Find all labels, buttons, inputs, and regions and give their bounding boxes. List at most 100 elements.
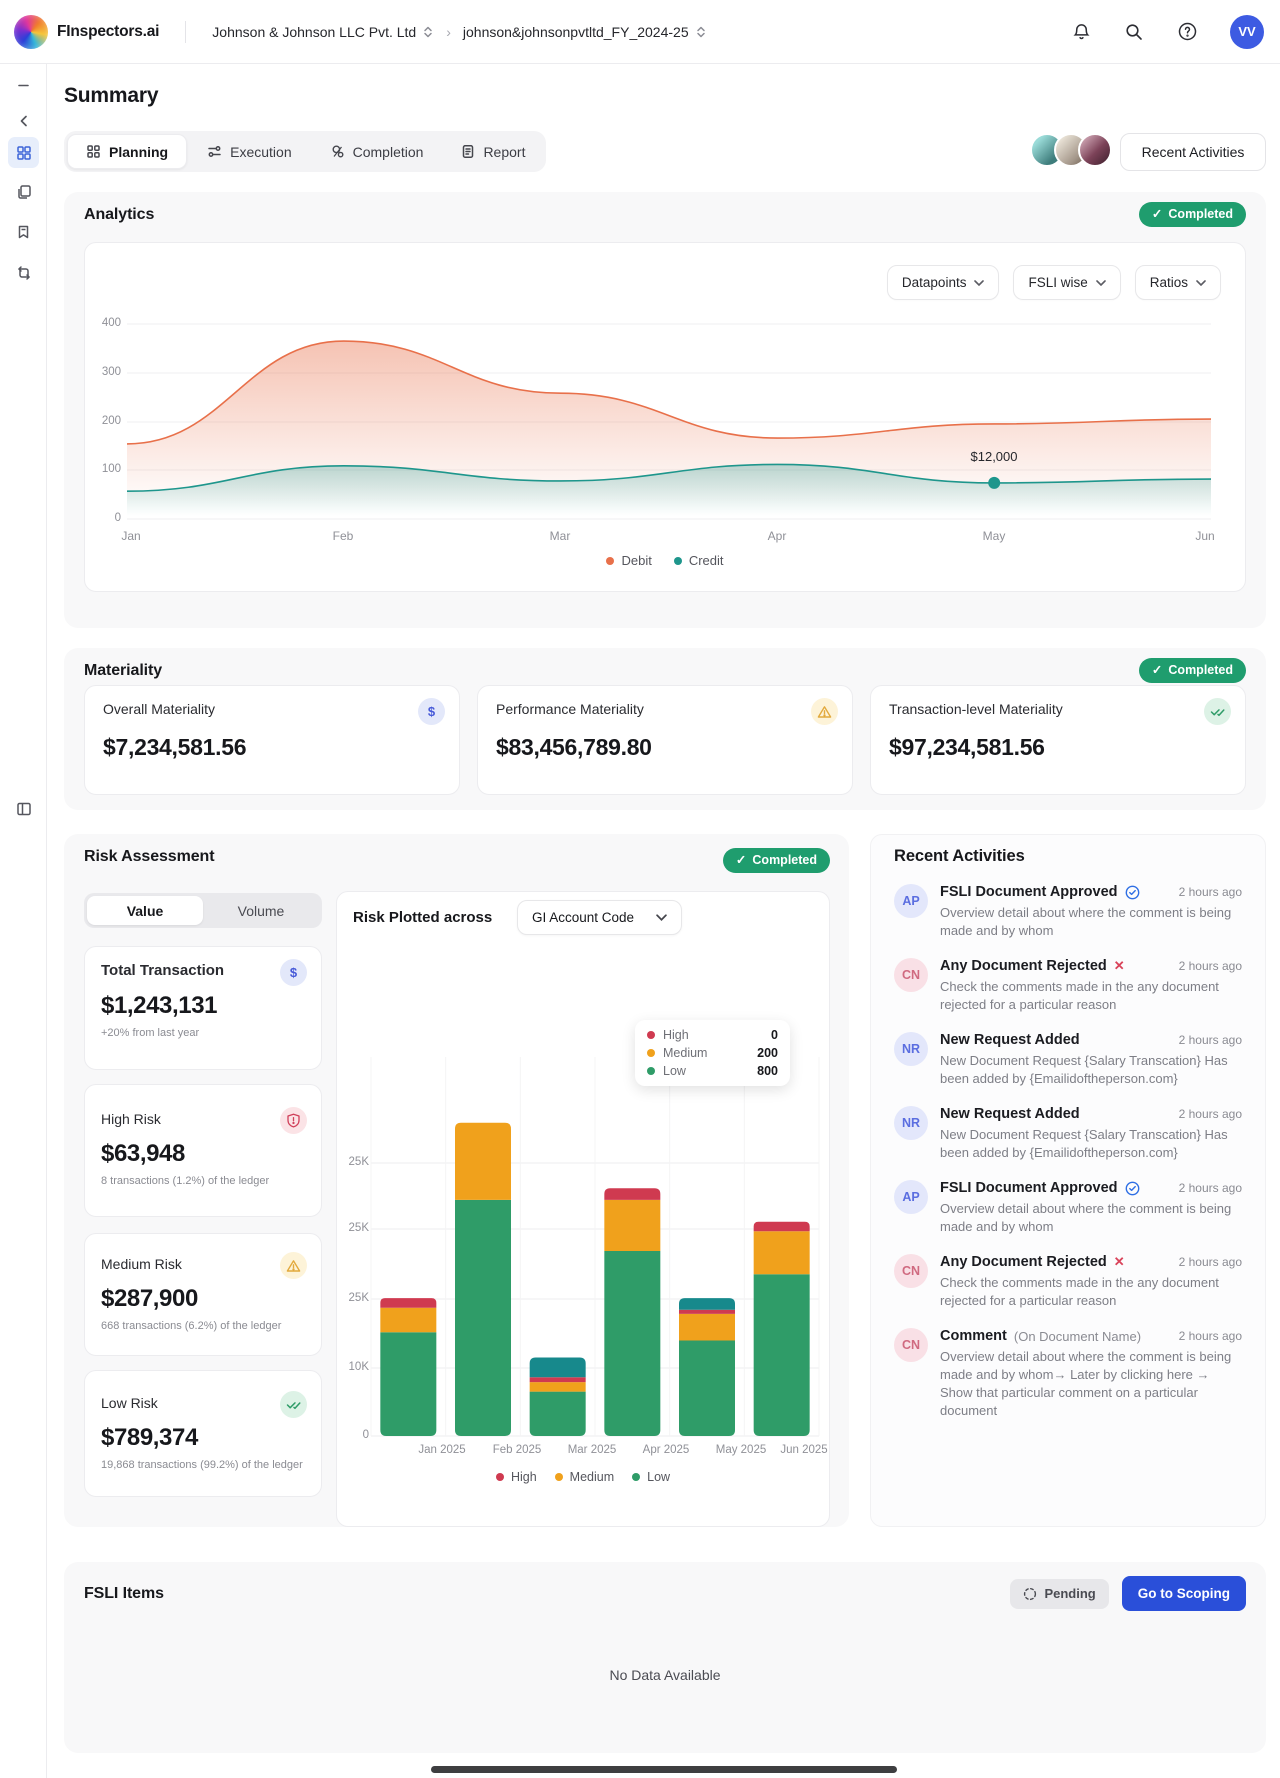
bar-segment: [753, 1274, 810, 1436]
activity-item[interactable]: CN Any Document Rejected ✕ 2 hours ago C…: [894, 1254, 1242, 1310]
x-tick: Jan: [121, 529, 141, 543]
recent-activities-panel: Recent Activities AP FSLI Document Appro…: [870, 834, 1266, 1527]
activity-item[interactable]: NR New Request Added 2 hours ago New Doc…: [894, 1032, 1242, 1088]
activity-item[interactable]: AP FSLI Document Approved 2 hours ago Ov…: [894, 884, 1242, 940]
analytics-title: Analytics: [84, 206, 155, 223]
risk-chart-card: Risk Plotted across GI Account Code 25K …: [336, 891, 830, 1527]
toggle-value[interactable]: Value: [87, 896, 203, 925]
y-tick: 25K: [348, 1156, 369, 1168]
activity-item[interactable]: AP FSLI Document Approved 2 hours ago Ov…: [894, 1180, 1242, 1236]
activity-item[interactable]: CN Comment (On Document Name) 2 hours ag…: [894, 1328, 1242, 1420]
progress-circle-icon: [330, 144, 345, 159]
x-tick: Feb 2025: [492, 1444, 542, 1456]
tab-execution[interactable]: Execution: [189, 134, 309, 169]
go-to-scoping-button[interactable]: Go to Scoping: [1121, 1576, 1246, 1611]
gl-account-code-dropdown[interactable]: GI Account Code: [517, 900, 683, 935]
activity-item[interactable]: CN Any Document Rejected ✕ 2 hours ago C…: [894, 958, 1242, 1014]
debit-credit-area-chart: [126, 323, 1212, 520]
debit-legend-dot: [606, 556, 615, 565]
check-icon: ✓: [1151, 663, 1163, 677]
bar-segment: [753, 1231, 810, 1275]
warning-triangle-icon: [811, 698, 838, 725]
rejected-x-icon: ✕: [1113, 1254, 1125, 1269]
updown-caret-icon: [422, 25, 434, 39]
tab-completion[interactable]: Completion: [312, 134, 442, 169]
check-icon: ✓: [735, 853, 747, 867]
y-tick: 100: [101, 463, 121, 475]
y-tick: 25K: [348, 1292, 369, 1304]
x-tick: Mar 2025: [567, 1444, 617, 1456]
medium-risk-card: Medium Risk $287,900 668 transactions (6…: [84, 1233, 322, 1356]
breadcrumb-separator-icon: ›: [446, 23, 451, 40]
breadcrumb-engagement-label: johnson&johnsonpvtltd_FY_2024-25: [462, 23, 689, 40]
high-legend-dot: [495, 1473, 504, 1481]
avatar: CN: [894, 1328, 928, 1362]
analytics-chart-card: Datapoints FSLI wise Ratios 400 300 200 …: [84, 242, 1246, 592]
total-transaction-value: $1,243,131: [101, 992, 218, 1019]
low-legend-dot: [632, 1473, 641, 1481]
breadcrumb-engagement-selector[interactable]: johnson&johnsonpvtltd_FY_2024-25: [463, 24, 707, 40]
x-tick: May 2025: [715, 1444, 767, 1456]
chevron-down-icon: [974, 279, 985, 286]
updown-caret-icon: [695, 25, 707, 39]
fsli-items-section: FSLI Items Pending Go to Scoping No Data…: [64, 1562, 1266, 1753]
breadcrumb-client-selector[interactable]: Johnson & Johnson LLC Pvt. Ltd: [212, 24, 434, 40]
materiality-title: Materiality: [84, 662, 163, 679]
transaction-materiality-card: Transaction-level Materiality $97,234,58…: [870, 685, 1246, 795]
risk-stacked-bar-chart: [370, 1057, 820, 1437]
dollar-icon: $: [418, 698, 445, 725]
search-icon[interactable]: [1124, 22, 1144, 42]
tab-planning[interactable]: Planning: [67, 134, 188, 169]
bar-segment: [380, 1298, 437, 1308]
sidebar-item-transactions[interactable]: [8, 257, 39, 288]
risk-status-badge: ✓ Completed: [722, 848, 830, 873]
bar-segment: [604, 1199, 661, 1252]
y-tick: 0: [114, 512, 121, 524]
notifications-bell-icon[interactable]: [1071, 22, 1091, 42]
low-risk-card: Low Risk $789,374 19,868 transactions (9…: [84, 1370, 322, 1497]
help-icon[interactable]: [1177, 22, 1197, 42]
analytics-status-badge: ✓ Completed: [1138, 202, 1246, 227]
divider: [185, 20, 187, 43]
chevron-down-icon: [656, 914, 667, 921]
ratios-dropdown[interactable]: Ratios: [1134, 265, 1221, 300]
check-icon: ✓: [1151, 207, 1163, 221]
collapse-minus-icon[interactable]: [8, 70, 39, 101]
x-tick: Apr 2025: [642, 1444, 690, 1456]
user-avatar[interactable]: VV: [1230, 14, 1264, 49]
credit-line: [126, 463, 1212, 493]
sidebar-item-dashboard[interactable]: [8, 137, 39, 168]
team-avatar[interactable]: [1078, 133, 1112, 167]
datapoints-dropdown[interactable]: Datapoints: [886, 265, 1000, 300]
annotation-marker: [988, 476, 1001, 489]
page-title: Summary: [64, 84, 159, 107]
fsli-wise-dropdown[interactable]: FSLI wise: [1013, 265, 1121, 300]
team-avatar-group[interactable]: [1030, 133, 1112, 167]
top-navigation-bar: FInspectors.ai Johnson & Johnson LLC Pvt…: [0, 0, 1280, 64]
chevron-down-icon: [1095, 279, 1106, 286]
medium-dot: [647, 1049, 655, 1057]
sidebar-item-documents[interactable]: [8, 176, 39, 207]
bar-segment: [604, 1188, 661, 1200]
sidebar-item-bookmarks[interactable]: [8, 216, 39, 247]
chevron-left-icon[interactable]: [8, 105, 39, 136]
high-dot: [647, 1031, 655, 1039]
materiality-section: Materiality ✓ Completed Overall Material…: [64, 648, 1266, 810]
recent-activities-button[interactable]: Recent Activities: [1120, 133, 1266, 171]
total-transaction-card: Total Transaction $ $1,243,131 +20% from…: [84, 946, 322, 1070]
y-tick: 200: [101, 415, 121, 427]
tab-report[interactable]: Report: [443, 134, 543, 169]
toggle-volume[interactable]: Volume: [237, 902, 285, 919]
bar-segment: [380, 1307, 437, 1333]
activity-item[interactable]: NR New Request Added 2 hours ago New Doc…: [894, 1106, 1242, 1162]
fsli-title: FSLI Items: [84, 1584, 164, 1602]
bottom-scrollbar[interactable]: [431, 1766, 897, 1773]
phase-tabbar: Planning Execution Completion Report: [64, 131, 547, 172]
y-tick: 400: [101, 317, 121, 329]
panel-layout-icon[interactable]: [8, 793, 39, 824]
high-risk-card: High Risk $63,948 8 transactions (1.2%) …: [84, 1084, 322, 1217]
bar-segment: [753, 1221, 810, 1232]
rejected-x-icon: ✕: [1113, 958, 1125, 973]
verified-check-icon: [1125, 1181, 1140, 1196]
y-tick: 25K: [348, 1222, 369, 1234]
